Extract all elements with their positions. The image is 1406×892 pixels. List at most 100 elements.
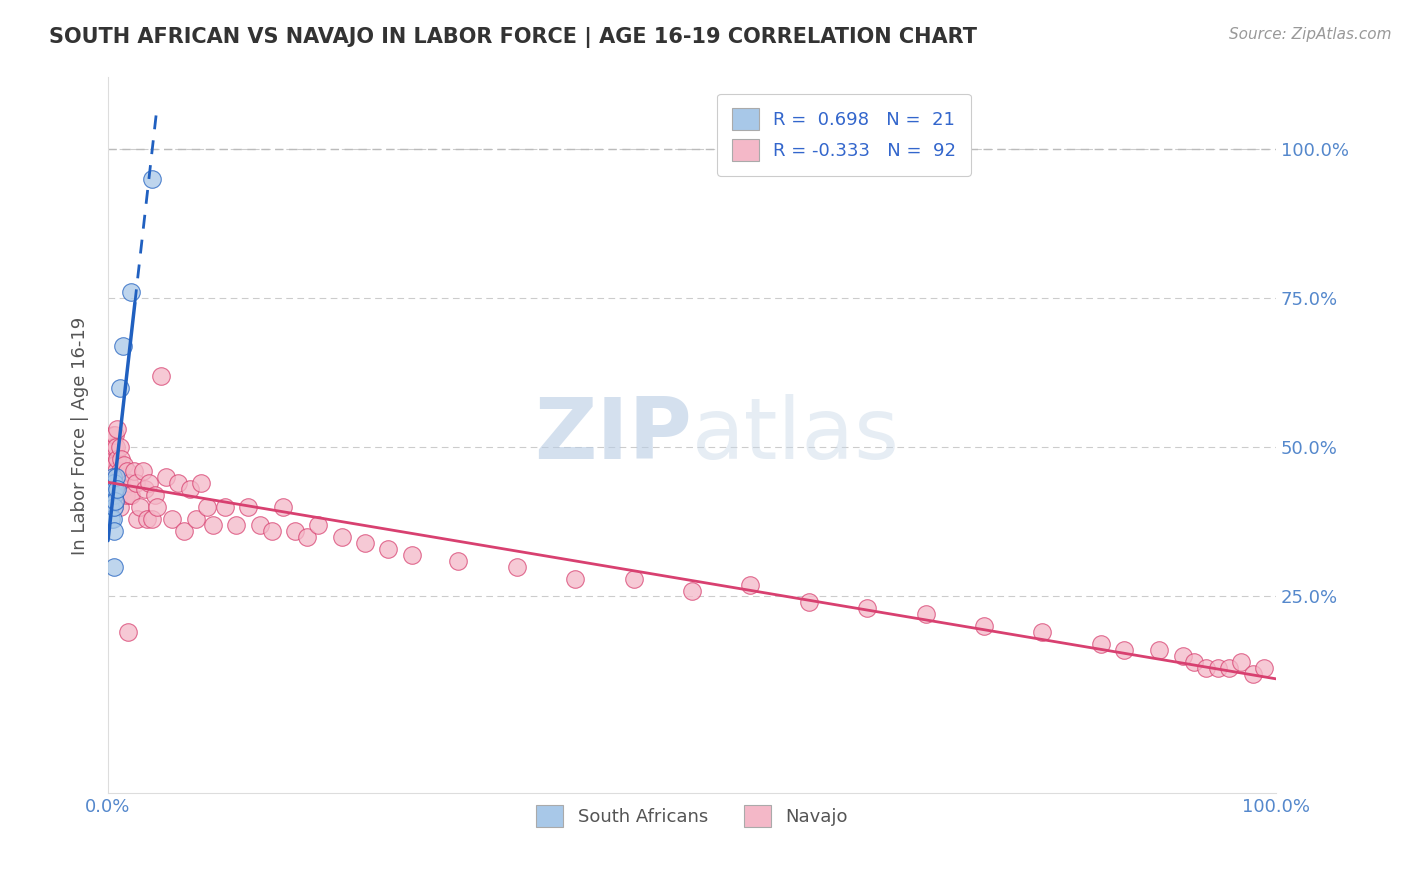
Point	[1031, 625, 1053, 640]
Point	[681, 583, 703, 598]
Point	[105, 440, 128, 454]
Point	[105, 482, 128, 496]
Point	[1230, 655, 1253, 669]
Point	[112, 458, 135, 473]
Point	[973, 619, 995, 633]
Point	[103, 476, 125, 491]
Point	[1253, 661, 1275, 675]
Point	[141, 512, 163, 526]
Point	[134, 482, 156, 496]
Text: Source: ZipAtlas.com: Source: ZipAtlas.com	[1229, 27, 1392, 42]
Point	[101, 482, 124, 496]
Point	[112, 482, 135, 496]
Point	[105, 470, 128, 484]
Point	[98, 470, 121, 484]
Point	[506, 559, 529, 574]
Point	[103, 464, 125, 478]
Point	[295, 530, 318, 544]
Point	[141, 172, 163, 186]
Point	[101, 470, 124, 484]
Point	[1241, 667, 1264, 681]
Point	[103, 559, 125, 574]
Point	[914, 607, 936, 622]
Point	[101, 458, 124, 473]
Point	[184, 512, 207, 526]
Point	[103, 482, 125, 496]
Point	[112, 339, 135, 353]
Point	[401, 548, 423, 562]
Point	[111, 470, 134, 484]
Point	[98, 482, 121, 496]
Point	[114, 488, 136, 502]
Point	[249, 517, 271, 532]
Point	[1206, 661, 1229, 675]
Point	[797, 595, 820, 609]
Point	[120, 488, 142, 502]
Point	[122, 464, 145, 478]
Point	[100, 440, 122, 454]
Point	[100, 464, 122, 478]
Point	[173, 524, 195, 538]
Point	[190, 476, 212, 491]
Point	[1090, 637, 1112, 651]
Point	[564, 572, 586, 586]
Point	[149, 368, 172, 383]
Point	[138, 476, 160, 491]
Point	[107, 488, 129, 502]
Legend: South Africans, Navajo: South Africans, Navajo	[529, 798, 855, 834]
Point	[105, 464, 128, 478]
Point	[118, 476, 141, 491]
Point	[103, 524, 125, 538]
Point	[103, 500, 125, 514]
Point	[132, 464, 155, 478]
Point	[108, 464, 131, 478]
Point	[155, 470, 177, 484]
Point	[1171, 649, 1194, 664]
Point	[98, 482, 121, 496]
Point	[103, 500, 125, 514]
Point	[100, 482, 122, 496]
Point	[104, 458, 127, 473]
Point	[623, 572, 645, 586]
Point	[143, 488, 166, 502]
Point	[1195, 661, 1218, 675]
Point	[120, 488, 142, 502]
Point	[284, 524, 307, 538]
Point	[104, 482, 127, 496]
Point	[101, 512, 124, 526]
Point	[104, 494, 127, 508]
Point	[236, 500, 259, 514]
Point	[98, 476, 121, 491]
Point	[108, 500, 131, 514]
Point	[100, 488, 122, 502]
Point	[195, 500, 218, 514]
Point	[105, 422, 128, 436]
Point	[447, 554, 470, 568]
Point	[128, 500, 150, 514]
Point	[167, 476, 190, 491]
Point	[271, 500, 294, 514]
Point	[225, 517, 247, 532]
Point	[100, 512, 122, 526]
Point	[1182, 655, 1205, 669]
Point	[115, 464, 138, 478]
Point	[100, 452, 122, 467]
Point	[1218, 661, 1240, 675]
Point	[108, 381, 131, 395]
Point	[127, 512, 149, 526]
Point	[101, 482, 124, 496]
Point	[354, 535, 377, 549]
Point	[160, 512, 183, 526]
Point	[330, 530, 353, 544]
Point	[103, 440, 125, 454]
Point	[103, 488, 125, 502]
Point	[202, 517, 225, 532]
Text: SOUTH AFRICAN VS NAVAJO IN LABOR FORCE | AGE 16-19 CORRELATION CHART: SOUTH AFRICAN VS NAVAJO IN LABOR FORCE |…	[49, 27, 977, 48]
Point	[110, 452, 132, 467]
Point	[108, 440, 131, 454]
Point	[117, 625, 139, 640]
Point	[105, 452, 128, 467]
Text: ZIP: ZIP	[534, 394, 692, 477]
Point	[125, 476, 148, 491]
Y-axis label: In Labor Force | Age 16-19: In Labor Force | Age 16-19	[72, 317, 89, 555]
